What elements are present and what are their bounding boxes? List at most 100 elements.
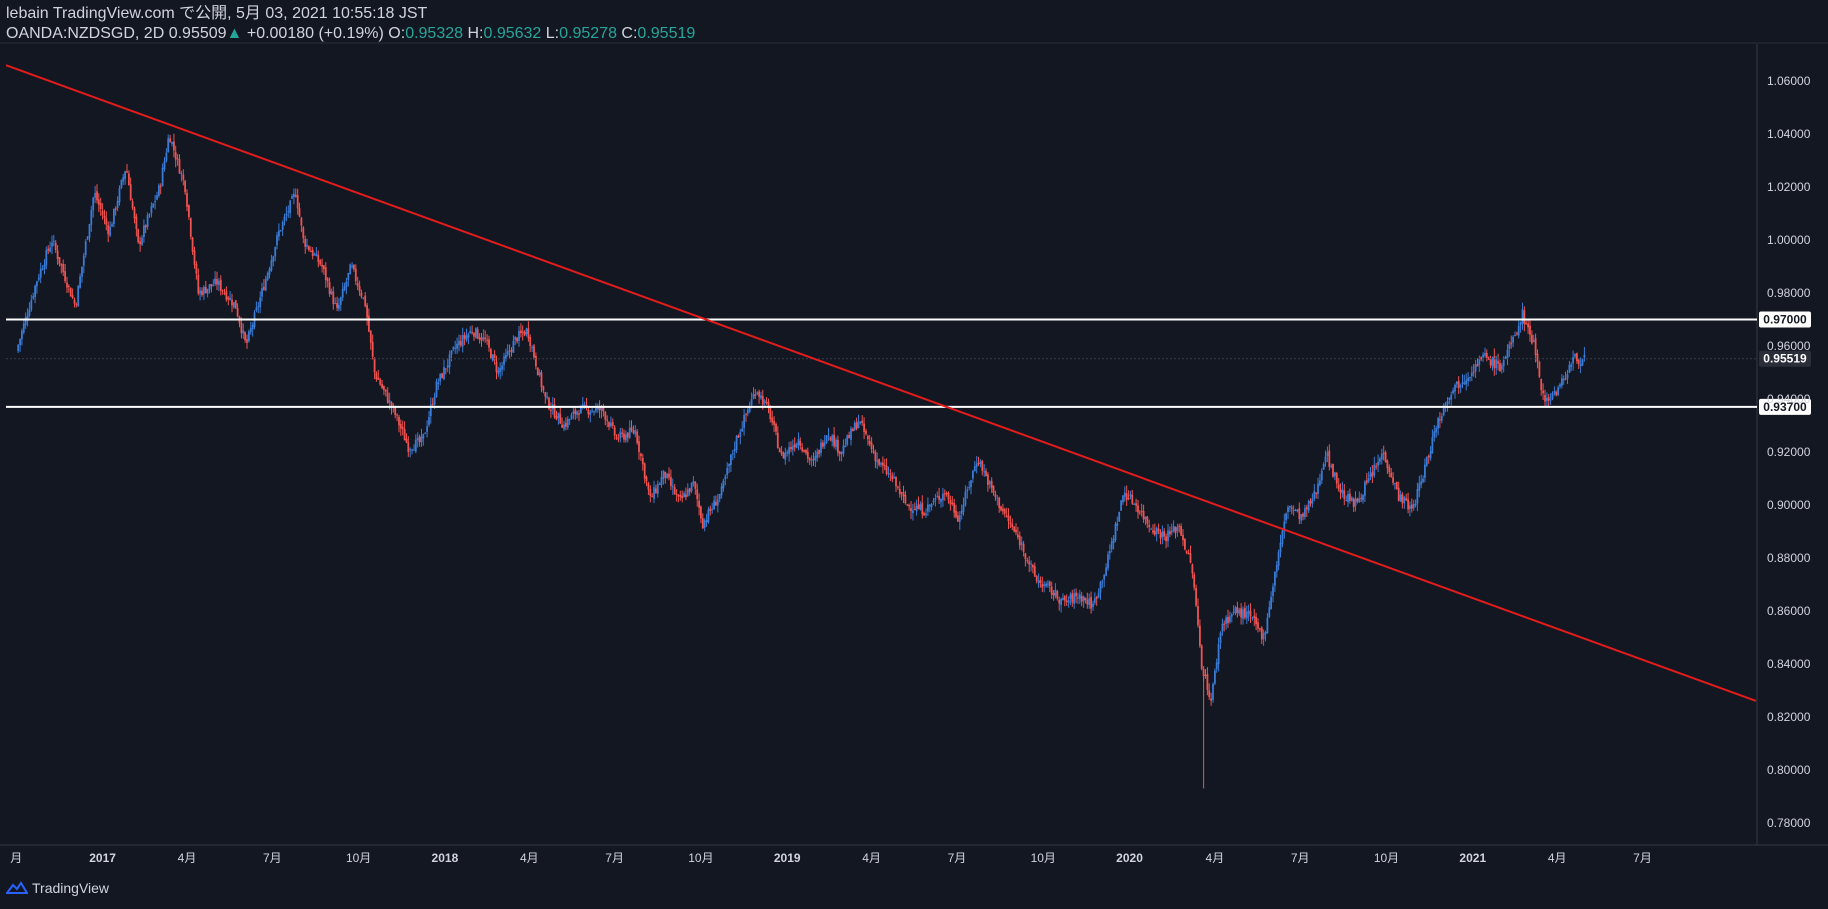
candle-body <box>368 315 370 332</box>
candle-body <box>647 482 650 490</box>
candle-body <box>1542 390 1544 394</box>
candle-body <box>338 304 340 309</box>
candle-body <box>533 345 535 358</box>
candle-body <box>1495 359 1498 369</box>
candle-body <box>486 339 488 341</box>
candle-body <box>1566 374 1569 379</box>
footer-brand[interactable]: TradingView <box>6 880 109 896</box>
candle-body <box>816 451 819 458</box>
candle-body <box>1195 587 1197 606</box>
candle-body <box>279 230 282 232</box>
candle-body <box>1296 509 1299 512</box>
candle-body <box>377 377 380 380</box>
candle-body <box>281 221 284 230</box>
time-tick-label: 7月 <box>948 851 967 865</box>
time-tick-label: 4月 <box>178 851 197 865</box>
candle-body <box>131 201 134 209</box>
candle-body <box>188 205 190 217</box>
trendline-layer[interactable] <box>5 64 1757 702</box>
candle-body <box>443 367 445 379</box>
horizontal-levels[interactable]: 0.97000 0.93700 0.95519 <box>6 311 1811 415</box>
candle-body <box>1304 508 1306 517</box>
candle-body <box>897 486 899 488</box>
candle-body <box>1093 598 1096 603</box>
candle-body <box>176 158 179 160</box>
candle-body <box>870 442 873 450</box>
candle-body <box>838 451 841 454</box>
candle-body <box>900 492 903 494</box>
candle-body <box>204 287 207 293</box>
candle-body <box>923 513 925 516</box>
candle-body <box>763 400 766 404</box>
level-price-tag: 0.97000 <box>1759 311 1811 328</box>
candle-body <box>298 208 301 217</box>
candle-body <box>761 396 764 405</box>
candle-body <box>776 432 779 449</box>
candle-body <box>101 210 104 216</box>
candle-body <box>1324 456 1327 463</box>
candle-body <box>321 265 323 267</box>
candle-body <box>1532 340 1535 342</box>
candle-body <box>97 199 100 205</box>
candle-body <box>1521 309 1524 324</box>
level-price-tag: 0.93700 <box>1759 398 1811 415</box>
candle-body <box>1131 494 1134 504</box>
candle-body <box>1302 513 1304 517</box>
time-axis[interactable]: 月 2017 4月 7月 10月 2018 4月 7月 10月 2019 4月 7月 10月 2020 4月… <box>10 851 1652 865</box>
candle-body <box>750 399 753 406</box>
candle-body <box>433 396 436 405</box>
candle-body <box>1579 364 1582 366</box>
candle-body <box>195 264 198 274</box>
candle-body <box>1097 592 1100 598</box>
price-tick-label: 0.86000 <box>1767 604 1811 618</box>
candle-body <box>463 335 466 339</box>
candle-body <box>505 354 507 359</box>
candle-body <box>1002 508 1004 512</box>
time-tick-label: 4月 <box>862 851 881 865</box>
candle-body <box>197 274 200 294</box>
candle-body <box>559 413 562 424</box>
candle-body <box>1294 509 1297 511</box>
candle-body <box>69 287 72 297</box>
candle-body <box>782 453 785 459</box>
candle-body <box>1142 511 1145 520</box>
candle-body <box>351 265 353 267</box>
candle-body <box>724 476 727 480</box>
chart-header: lebain TradingView.com で公開, 5月 03, 2021 … <box>6 4 695 44</box>
candle-body <box>1077 597 1079 599</box>
candle-body <box>1534 338 1537 355</box>
candle-body <box>634 430 637 435</box>
candle-body <box>1500 365 1503 370</box>
candle-body <box>1309 500 1312 504</box>
time-tick-label: 10月 <box>1374 851 1399 865</box>
candle-body <box>518 330 520 341</box>
candle-body <box>1461 382 1464 384</box>
candle-body <box>118 188 121 203</box>
candle-body <box>1476 364 1479 367</box>
price-axis[interactable]: 1.06000 1.04000 1.02000 1.00000 0.98000 0.960… <box>1767 74 1811 830</box>
candle-body <box>1485 353 1488 360</box>
candle-body <box>1386 460 1389 469</box>
candle-body <box>1283 521 1286 532</box>
candle-body <box>741 428 744 432</box>
candle-body <box>745 413 747 415</box>
candle-body <box>1107 554 1109 569</box>
candle-body <box>1510 342 1513 345</box>
candle-body <box>1078 594 1081 599</box>
candle-body <box>1005 515 1008 517</box>
candle-body <box>82 255 85 266</box>
candle-body <box>332 291 335 305</box>
time-tick-label: 10月 <box>1031 851 1056 865</box>
candle-body <box>700 506 702 519</box>
candle-body <box>996 497 999 499</box>
candle-body <box>503 356 505 365</box>
candle-body <box>426 426 428 432</box>
candle-body <box>1065 600 1068 603</box>
candle-body <box>1052 593 1055 595</box>
candle-body <box>1015 529 1017 533</box>
candle-body <box>1200 645 1203 669</box>
candle-body <box>1245 611 1248 619</box>
candle-body <box>583 405 586 407</box>
candle-body <box>1127 498 1130 499</box>
